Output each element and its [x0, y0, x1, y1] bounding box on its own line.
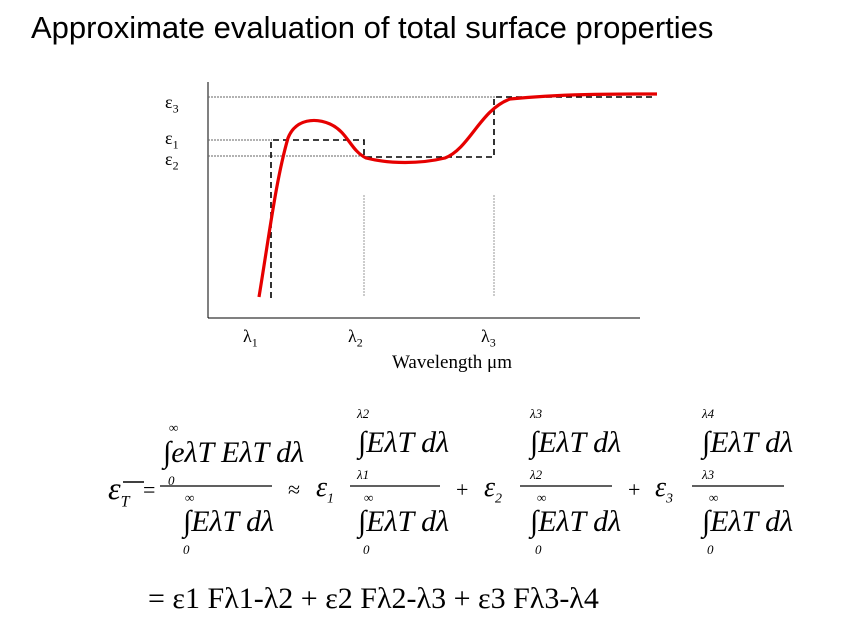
- lower-lim-3: λ3: [702, 467, 715, 482]
- zero-den-3: 0: [707, 542, 714, 557]
- lower-lim-2: λ2: [530, 467, 543, 482]
- equals-sign: =: [143, 477, 156, 502]
- plus-sign-1: +: [456, 477, 469, 502]
- upper-lim-2: λ3: [530, 406, 543, 421]
- x-axis-title: Wavelength μm: [392, 352, 512, 373]
- lhs-epsilon: εT: [108, 470, 130, 511]
- inf-top-den0: ∞: [185, 490, 195, 505]
- slide-title: Approximate evaluation of total surface …: [31, 10, 714, 45]
- numerator-3: ∫EλT dλ: [702, 426, 794, 459]
- lambda2-label: λ2: [348, 326, 363, 350]
- upper-lim-3: λ4: [702, 406, 715, 421]
- zero-den-2: 0: [535, 542, 542, 557]
- eps1-label: ε1: [165, 128, 179, 152]
- numerator-0: ∫eλT EλT dλ: [163, 436, 305, 469]
- lower-lim-1: λ1: [357, 467, 370, 482]
- plus-sign-2: +: [628, 477, 641, 502]
- zero-bottom-0: 0: [168, 473, 175, 488]
- inf-den-3: ∞: [709, 490, 719, 505]
- upper-lim-1: λ2: [357, 406, 370, 421]
- denominator-3: ∫EλT dλ: [702, 505, 794, 538]
- numerator-1: ∫EλT dλ: [358, 426, 450, 459]
- coef-eps1: ε1: [316, 472, 335, 507]
- coef-eps3: ε3: [655, 472, 674, 507]
- inf-den-2: ∞: [537, 490, 547, 505]
- eps3-label: ε3: [165, 92, 179, 116]
- eps2-label: ε2: [165, 149, 179, 173]
- spectral-emissivity-curve: [257, 92, 658, 298]
- denominator-0: ∫EλT dλ: [183, 505, 275, 538]
- lambda1-label: λ1: [243, 326, 258, 350]
- result-line: = ε1 Fλ1-λ2 + ε2 Fλ2-λ3 + ε3 Fλ3-λ4: [148, 582, 599, 615]
- lambda3-label: λ3: [481, 326, 496, 350]
- coef-eps2: ε2: [484, 472, 503, 507]
- zero-bottom-den0: 0: [183, 542, 190, 557]
- zero-den-1: 0: [363, 542, 370, 557]
- inf-top-0: ∞: [169, 420, 179, 435]
- numerator-2: ∫EλT dλ: [530, 426, 622, 459]
- approx-sign: ≈: [288, 477, 301, 502]
- denominator-2: ∫EλT dλ: [530, 505, 622, 538]
- inf-den-1: ∞: [364, 490, 374, 505]
- denominator-1: ∫EλT dλ: [358, 505, 450, 538]
